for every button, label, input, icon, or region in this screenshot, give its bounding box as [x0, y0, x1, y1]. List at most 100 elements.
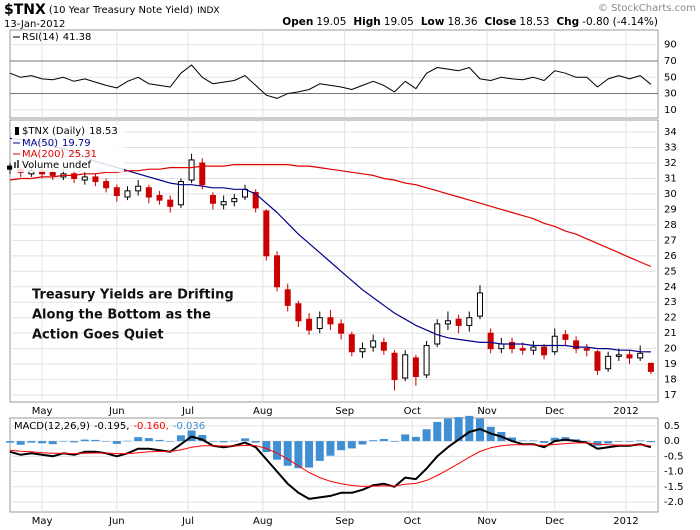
candle-body	[455, 318, 462, 326]
legend-swatch	[14, 162, 16, 168]
histogram-bar	[347, 441, 356, 449]
legend-value: -0.195	[94, 421, 126, 432]
y-tick-label: 23	[664, 297, 677, 308]
candle-body	[209, 194, 216, 204]
histogram-bar	[454, 417, 463, 442]
candle-body	[412, 357, 419, 377]
candle-body	[509, 341, 516, 350]
legend-box	[12, 125, 124, 172]
y-tick-label: 22	[664, 313, 677, 324]
line	[9, 428, 652, 500]
y-tick-label: 28	[664, 220, 677, 231]
candle-body	[327, 317, 334, 325]
description: (10 Year Treasury Note Yield)	[49, 5, 193, 16]
y-tick-label: 0.5	[664, 421, 680, 432]
y-tick-label: -0.5	[664, 451, 684, 462]
y-tick-label: 17	[664, 390, 677, 401]
x-tick-label: Jul	[181, 406, 194, 417]
histogram-bar	[59, 441, 68, 442]
y-tick-label: 18	[664, 375, 677, 386]
histogram-bar	[636, 440, 645, 442]
legend: $TNX (Daily) 18.53	[22, 126, 118, 137]
candle-body	[199, 162, 206, 186]
legend: MA(200) 25.31	[22, 149, 97, 160]
histogram-bar	[27, 441, 36, 443]
candle-body	[274, 255, 281, 288]
y-tick-label: 31	[664, 173, 677, 184]
x-tick-label: Sep	[335, 406, 354, 417]
candle-body	[156, 194, 163, 201]
candle-body	[316, 317, 323, 330]
candle-body	[605, 355, 612, 370]
candle-body	[594, 351, 601, 371]
annotation: Action Goes Quiet	[32, 328, 164, 343]
candle-body	[7, 165, 13, 170]
histogram-bar	[646, 441, 655, 443]
histogram-bar	[123, 440, 132, 442]
candle-body	[188, 159, 195, 181]
histogram-bar	[208, 441, 217, 442]
legend-value: 19.79	[62, 138, 91, 149]
histogram-bar	[540, 441, 549, 443]
histogram-bar	[529, 440, 538, 442]
candle-body	[487, 332, 494, 350]
x-tick-label: Nov	[477, 516, 497, 527]
quote-name: Open	[282, 16, 313, 28]
histogram-bar	[70, 441, 79, 443]
legend-name: MA(200)	[22, 149, 64, 160]
candle-body	[476, 292, 483, 317]
histogram-bar	[379, 438, 388, 442]
moving-average	[9, 164, 652, 268]
legend-separator: ,	[166, 421, 169, 432]
exchange: INDX	[197, 6, 219, 16]
quote: Open 19.05 High 19.05 Low 18.36 Close 18.53 Chg -…	[282, 16, 658, 28]
histogram-bar	[166, 441, 175, 442]
x-tick-label: Dec	[545, 516, 564, 527]
candle-body	[113, 187, 120, 196]
candle-body	[562, 334, 569, 340]
candle-body	[637, 352, 644, 359]
histogram-bar	[16, 441, 25, 445]
candle-body	[370, 340, 377, 348]
legend-value: 41.38	[63, 32, 92, 43]
legend-name: RSI(14)	[22, 32, 59, 43]
candle-body	[530, 346, 537, 351]
x-tick-label: Jun	[108, 406, 125, 417]
legend: MA(50) 19.79	[22, 138, 91, 149]
x-tick-label: Jun	[108, 516, 125, 527]
candle-body	[306, 318, 313, 331]
histogram-bar	[315, 441, 324, 461]
legend-swatch	[17, 160, 19, 168]
panel-frame	[9, 417, 659, 513]
annotation: Along the Bottom as the	[32, 308, 211, 323]
x-tick-label: Sep	[335, 516, 354, 527]
histogram-bar	[358, 441, 367, 445]
y-tick-label: 26	[664, 251, 677, 262]
histogram-bar	[155, 439, 164, 442]
candle-body	[626, 354, 633, 359]
quote-value: -0.80 (-4.14%)	[582, 16, 658, 28]
x-tick-label: Oct	[404, 406, 421, 417]
histogram-bar	[240, 438, 249, 442]
candle-body	[71, 173, 78, 179]
y-tick-label: 33	[664, 143, 677, 154]
x-tick-label: 2012	[613, 516, 638, 527]
histogram-bar	[411, 436, 420, 442]
candle-body	[231, 198, 238, 203]
header-title: $TNX (10 Year Treasury Note Yield) INDX	[4, 2, 220, 18]
quote-name: Chg	[556, 16, 579, 28]
legend: RSI(14) 41.38	[22, 32, 91, 43]
legend: MACD(12,26,9) -0.195, -0.160, -0.036	[14, 421, 205, 432]
y-tick-label: 70	[664, 56, 677, 67]
legend-value: 18.53	[89, 126, 118, 137]
y-tick-label: 21	[664, 328, 677, 339]
histogram-bar	[134, 437, 143, 442]
y-tick-label: 20	[664, 344, 677, 355]
annotation: Treasury Yields are Drifting	[32, 288, 234, 303]
histogram-bar	[294, 441, 303, 469]
histogram-bar	[198, 435, 207, 442]
date: 13-Jan-2012	[4, 19, 65, 30]
copyright: © StockCharts.com	[598, 3, 696, 14]
panel-frame	[9, 29, 659, 119]
